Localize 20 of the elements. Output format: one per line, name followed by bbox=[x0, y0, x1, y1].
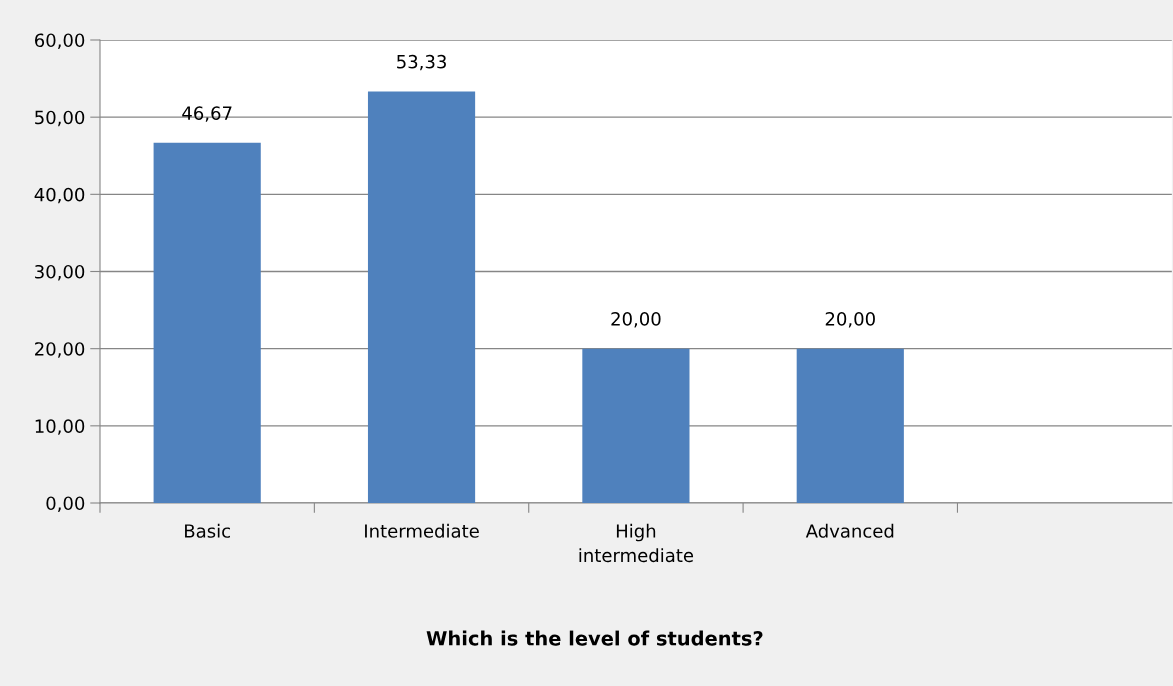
x-tick-label: High intermediate bbox=[579, 523, 694, 563]
text: Which is the level of students? bbox=[426, 630, 763, 646]
y-tick-label: 60,00 bbox=[34, 33, 85, 49]
data-label: 20,00 bbox=[611, 312, 661, 328]
bar bbox=[582, 348, 690, 503]
x-tick-label: Intermediate bbox=[365, 523, 479, 538]
y-tick-label: 10,00 bbox=[35, 419, 85, 435]
bar bbox=[153, 142, 261, 503]
bar bbox=[367, 91, 476, 503]
data-label: 46,67 bbox=[182, 106, 232, 122]
bar bbox=[796, 348, 904, 503]
y-tick-label: 50,00 bbox=[35, 110, 85, 127]
x-tick-label: Advanced bbox=[805, 523, 894, 538]
y-tick-label: 0,00 bbox=[46, 496, 85, 512]
data-label: 53,33 bbox=[397, 54, 446, 71]
y-tick-label: 40,00 bbox=[34, 187, 85, 204]
y-tick-label: 30,00 bbox=[35, 264, 85, 281]
x-tick-label: Basic bbox=[185, 523, 230, 538]
y-tick-label: 20,00 bbox=[35, 342, 85, 358]
data-label: 20,00 bbox=[825, 312, 875, 328]
